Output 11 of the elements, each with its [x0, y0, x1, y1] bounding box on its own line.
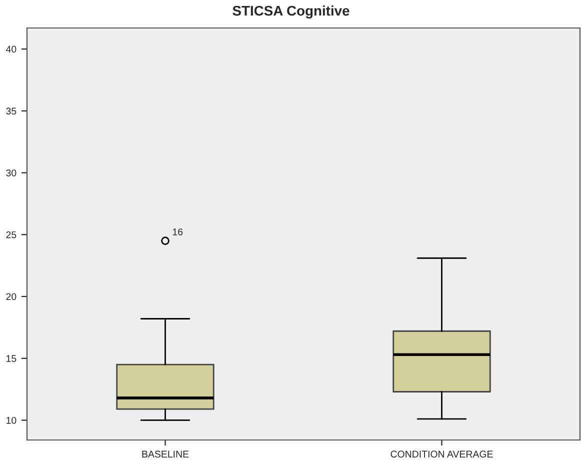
chart-title: STICSA Cognitive: [232, 5, 350, 19]
y-tick-label: 15: [6, 355, 16, 362]
x-tick-label: CONDITION AVERAGE: [390, 450, 493, 458]
y-tick-label: 35: [6, 108, 16, 115]
y-tick-label: 20: [6, 293, 16, 300]
x-tick-label: BASELINE: [142, 450, 189, 458]
y-tick-label: 30: [6, 169, 16, 176]
y-tick-label: 40: [6, 46, 16, 53]
y-tick-label: 25: [6, 231, 16, 238]
y-tick-label: 10: [6, 416, 16, 424]
annotation: 16: [172, 228, 183, 236]
